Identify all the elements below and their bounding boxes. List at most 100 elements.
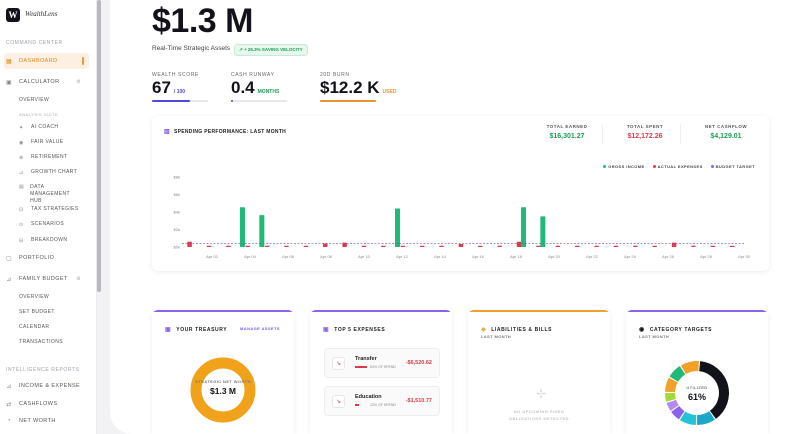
sidebar-item-family-budget[interactable]: ⊿ FAMILY BUDGET ⚙: [4, 271, 89, 287]
kpi-value: 67: [152, 78, 171, 97]
sidebar-scrollbar[interactable]: [97, 0, 101, 292]
legend-item[interactable]: GROSS INCOME: [603, 164, 644, 169]
sidebar-item-label: FAIR VALUE: [31, 139, 64, 145]
x-tick-label: Apr 26: [662, 254, 675, 259]
spending-performance-card: ▥ SPENDING PERFORMANCE: LAST MONTH TOTAL…: [152, 116, 769, 271]
gear-icon[interactable]: ⚙: [76, 276, 81, 282]
legend-swatch: [710, 165, 714, 168]
sidebar-item-retirement[interactable]: ⊛ RETIREMENT: [19, 154, 68, 161]
expense-bar: [342, 242, 347, 247]
x-tick-label: Apr 24: [624, 254, 637, 259]
utilized-label: UTILIZED: [686, 385, 707, 390]
sidebar-item-transactions[interactable]: TRANSACTIONS: [19, 339, 63, 345]
kpi-progress-bar: [152, 100, 208, 102]
page-subtitle: Real-Time Strategic Assets: [152, 45, 231, 52]
stat-total-earned: TOTAL EARNED $16,301.27: [542, 124, 592, 140]
logo-icon[interactable]: W: [6, 8, 20, 22]
sidebar-item-dashboard[interactable]: ▦ DASHBOARD: [4, 53, 89, 69]
sidebar-item-label: CALCULATOR: [19, 79, 60, 85]
stat-net-cashflow: NET CASHFLOW $4,129.01: [696, 124, 756, 140]
category-slice[interactable]: [697, 411, 715, 425]
sidebar-item-set-budget[interactable]: SET BUDGET: [19, 309, 55, 315]
kpi-wealth-score: WEALTH SCORE 67/ 100: [152, 72, 208, 102]
liabilities-card: ◈ LIABILITIES & BILLS LAST MONTH ✢ NO UPC…: [468, 310, 610, 434]
category-slice[interactable]: [680, 361, 699, 374]
card-subtitle: LAST MONTH: [639, 334, 670, 339]
legend-item[interactable]: BUDGET TARGET: [710, 164, 755, 169]
x-tick-label: Apr 14: [434, 254, 447, 259]
sidebar-item-fair-value[interactable]: ◉ FAIR VALUE: [19, 139, 64, 146]
card-title: ▣ YOUR TREASURY: [165, 326, 227, 334]
card-title-text: CATEGORY TARGETS: [649, 326, 713, 333]
card-title: ▣ TOP 5 EXPENSES: [323, 326, 385, 334]
treasury-ring: [190, 357, 256, 423]
expense-amount: -$6,520.62: [405, 360, 432, 366]
x-tick-label: Apr 30: [738, 254, 751, 259]
scenarios-icon: ⊙: [19, 221, 24, 228]
sidebar-item-income-expense[interactable]: ⊿ INCOME & EXPENSE: [4, 378, 89, 394]
expense-item[interactable]: ↘ Education 12% OF SPEND -$1,510.77: [324, 386, 440, 416]
wallet-icon: ▣: [165, 327, 172, 333]
legend-label: BUDGET TARGET: [715, 164, 755, 169]
expense-bar: [284, 245, 289, 247]
expense-bar: [710, 245, 716, 247]
kpi-progress-bar: [320, 100, 376, 102]
manage-assets-link[interactable]: MANAGE ASSETS: [240, 326, 280, 331]
expense-bar: [497, 245, 502, 247]
category-slice[interactable]: [665, 393, 676, 402]
stat-label: NET CASHFLOW: [704, 124, 748, 129]
trend-down-icon: ↘: [332, 395, 345, 408]
legend-item[interactable]: ACTUAL EXPENSES: [652, 164, 703, 169]
sidebar-item-tax-strategies[interactable]: ⊡ TAX STRATEGIES: [19, 206, 79, 213]
sidebar-item-budget-overview[interactable]: OVERVIEW: [19, 294, 50, 300]
sidebar-item-label: RETIREMENT: [31, 154, 68, 160]
legend-label: ACTUAL EXPENSES: [657, 164, 703, 169]
expense-bar: [516, 241, 522, 247]
category-slice[interactable]: [671, 405, 685, 420]
sidebar-item-calculator[interactable]: ▣ CALCULATOR ⚙: [4, 74, 89, 90]
kpi-unit: / 100: [173, 89, 186, 95]
bar-chart-icon: ▥: [164, 129, 170, 135]
sidebar-item-cashflows[interactable]: ⇄ CASHFLOWS: [4, 396, 89, 412]
sidebar-item-breakdown[interactable]: ⊟ BREAKDOWN: [19, 237, 67, 244]
sidebar-item-portfolio[interactable]: ▢ PORTFOLIO: [4, 250, 89, 266]
empty-state-line: OBLIGATIONS DETECTED: [508, 416, 570, 421]
category-slice[interactable]: [669, 366, 686, 382]
divider: [680, 124, 681, 144]
expense-bar: [594, 245, 599, 247]
sidebar: W WealthLens COMMAND CENTER ▦ DASHBOARD …: [0, 0, 97, 434]
sidebar-item-scenarios[interactable]: ⊙ SCENARIOS: [19, 221, 64, 228]
category-slice[interactable]: [665, 377, 678, 393]
sidebar-item-label: BREAKDOWN: [31, 237, 68, 243]
sidebar-item-label: INCOME & EXPENSE: [19, 383, 81, 389]
gear-icon[interactable]: ⚙: [76, 79, 81, 85]
brand-name[interactable]: WealthLens: [25, 10, 58, 18]
expense-bar: [419, 245, 425, 247]
main-content: $1.3 M Real-Time Strategic Assets ↗ + 25…: [110, 0, 800, 434]
y-tick-label: $8k: [174, 175, 180, 180]
kpi-value: $12.2 K: [320, 78, 380, 97]
category-slice[interactable]: [699, 361, 729, 419]
database-icon: ▤: [19, 184, 25, 190]
category-slices: [665, 361, 729, 425]
card-title-text: LIABILITIES & BILLS: [491, 326, 553, 333]
stat-value: $16,301.27: [549, 133, 585, 140]
expense-item[interactable]: ↘ Transfer 54% OF SPEND -$6,520.62: [324, 348, 440, 378]
sidebar-item-calculator-overview[interactable]: OVERVIEW: [19, 97, 50, 103]
expense-bar: [264, 245, 270, 247]
sidebar-item-net-worth[interactable]: ◔ NET WORTH: [4, 413, 89, 429]
sidebar-item-ai-coach[interactable]: ✦ AI COACH: [19, 124, 58, 131]
sidebar-item-label: CASHFLOWS: [19, 401, 58, 407]
treasury-center-value: $1.3 M: [210, 386, 236, 396]
category-slice[interactable]: [679, 411, 697, 425]
category-slice[interactable]: [666, 399, 679, 411]
sidebar-item-data-management-hub[interactable]: ▤ DATA MANAGEMENT HUB: [19, 184, 83, 205]
expense-bar: [633, 245, 638, 247]
sidebar-item-calendar[interactable]: CALENDAR: [19, 324, 50, 330]
section-label-analysis-suite: ANALYSIS SUITE: [19, 112, 59, 117]
sidebar-item-growth-chart[interactable]: ⊿ GROWTH CHART: [19, 169, 77, 176]
sidebar-item-label: DASHBOARD: [19, 58, 58, 64]
y-tick-label: $4k: [174, 210, 180, 215]
treasury-center-label: STRATEGIC NET WORTH: [195, 379, 251, 384]
chart-legend: GROSS INCOME ACTUAL EXPENSES BUDGET TARG…: [603, 164, 755, 169]
